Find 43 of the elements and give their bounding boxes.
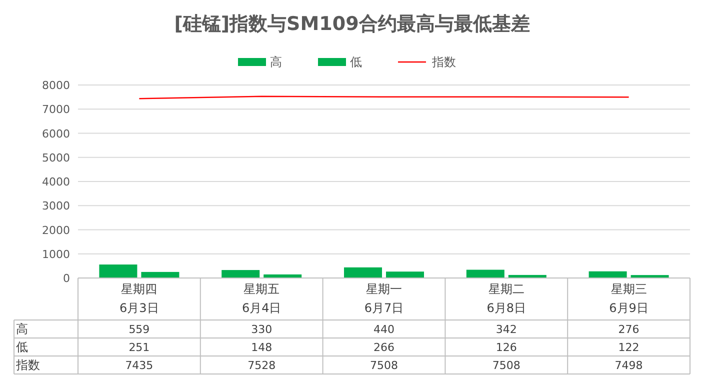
- legend-label: 低: [350, 55, 362, 69]
- text: 指数: [16, 358, 40, 372]
- data-label: 251: [128, 341, 150, 354]
- data-label: 7528: [248, 359, 276, 372]
- bar: [222, 270, 260, 278]
- bar: [466, 270, 504, 278]
- x-tick-label: 星期五 6月4日: [242, 282, 282, 315]
- bar: [588, 271, 627, 278]
- y-tick-label: 4000: [42, 176, 70, 188]
- data-label: 266: [374, 341, 394, 354]
- y-tick-label: 0: [63, 272, 70, 285]
- data-label: 122: [618, 341, 640, 354]
- data-label: 148: [251, 341, 272, 354]
- y-tick-label: 1000: [42, 248, 70, 261]
- text: 高: [16, 322, 28, 336]
- data-label: 276: [618, 323, 640, 336]
- y-tick-label: 5000: [42, 151, 70, 164]
- chart-title: [硅锰]指数与SM109合约最高与最低基差: [174, 13, 530, 35]
- data-label: 559: [128, 323, 150, 336]
- bar: [344, 267, 382, 278]
- text: 低: [16, 340, 28, 354]
- x-tick-label: 星期二 6月8日: [486, 282, 526, 315]
- bar: [141, 272, 180, 278]
- bar: [386, 272, 424, 278]
- x-tick-label: 星期三 6月9日: [609, 282, 648, 315]
- data-label: 7498: [614, 359, 643, 372]
- legend-label: 高: [270, 55, 282, 69]
- y-tick-label: 7000: [42, 103, 70, 116]
- legend-label: 指数: [431, 55, 456, 69]
- data-label: 7508: [492, 359, 520, 372]
- data-label: 7435: [125, 359, 154, 372]
- x-tick-label: 星期一 6月7日: [364, 282, 404, 315]
- data-label: 7508: [370, 359, 398, 372]
- x-tick-label: 星期四 6月3日: [120, 282, 159, 315]
- y-tick-label: 2000: [42, 224, 70, 237]
- y-tick-label: 8000: [42, 79, 70, 92]
- data-label: 330: [251, 323, 272, 336]
- bar: [99, 264, 138, 278]
- data-label: 440: [374, 323, 394, 336]
- y-tick-label: 3000: [42, 200, 70, 213]
- data-label: 126: [496, 341, 517, 354]
- data-label: 342: [496, 323, 517, 336]
- y-tick-label: 6000: [42, 127, 70, 140]
